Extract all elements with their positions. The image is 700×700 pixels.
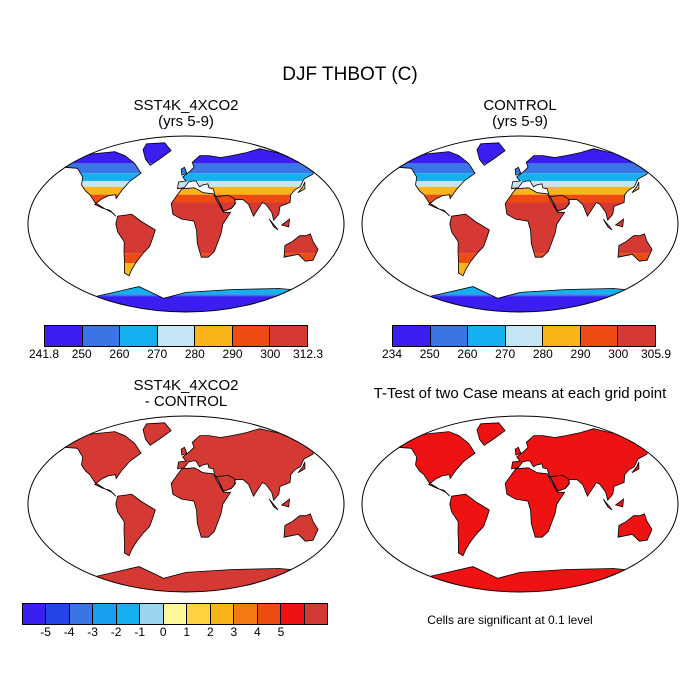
colorbar-difference — [22, 603, 328, 625]
panel2-title-line2: (yrs 5-9) — [492, 113, 548, 130]
map-land-layer — [381, 422, 659, 592]
colorbar-tick-label: 234 — [381, 347, 403, 361]
colorbar-tick-label: 312.3 — [292, 347, 324, 361]
colorbar-swatch — [234, 604, 258, 624]
colorbar-tick-label: 3 — [230, 625, 238, 639]
colorbar-tick-label: -3 — [87, 625, 98, 639]
colorbar-tick-label: 250 — [419, 347, 440, 361]
panel1-title-line1: SST4K_4XCO2 — [133, 97, 239, 114]
colorbar-tick-label: 300 — [608, 347, 629, 361]
colorbar-tick-label: 241.8 — [28, 347, 60, 361]
colorbar-control — [392, 325, 656, 347]
map-ttest — [361, 415, 679, 593]
map-outline — [361, 415, 679, 593]
map-land-layer — [47, 422, 325, 592]
panel2-title: CONTROL (yrs 5-9) — [360, 98, 680, 130]
map-outline — [27, 415, 345, 593]
map-sst4k-4xco2 — [27, 135, 345, 313]
colorbar-tick-label: 250 — [71, 347, 92, 361]
panel3-title-line2: - CONTROL — [144, 393, 228, 410]
colorbar-swatch — [304, 604, 328, 624]
colorbar-swatch — [116, 604, 141, 624]
panel3-title-line1: SST4K_4XCO2 — [133, 377, 239, 394]
colorbar-swatch — [543, 326, 581, 346]
panel1-title-line2: (yrs 5-9) — [158, 113, 214, 130]
colorbar-swatch — [505, 326, 544, 346]
colorbar-swatch — [580, 326, 619, 346]
colorbar-swatch — [82, 326, 121, 346]
panel1-title: SST4K_4XCO2 (yrs 5-9) — [26, 98, 346, 130]
colorbar-swatch — [618, 326, 656, 346]
colorbar-tick-label: -2 — [110, 625, 122, 639]
colorbar-swatch — [69, 604, 94, 624]
colorbar-swatch — [210, 604, 235, 624]
colorbar-tick-label: -5 — [40, 625, 51, 639]
colorbar-tick-label: -4 — [63, 625, 75, 639]
panel4-title: T-Test of two Case means at each grid po… — [340, 386, 700, 402]
colorbar-swatch — [120, 326, 158, 346]
colorbar-swatch — [468, 326, 506, 346]
colorbar-tick-label: 305.9 — [640, 347, 672, 361]
colorbar-swatch — [232, 326, 271, 346]
colorbar-tick-label: 4 — [254, 625, 261, 639]
panel2-title-line1: CONTROL — [483, 97, 557, 114]
significance-note: Cells are significant at 0.1 level — [427, 613, 593, 627]
colorbar-tick-label: 2 — [206, 625, 214, 639]
colorbar-sst4k — [44, 325, 308, 347]
colorbar-swatch — [393, 326, 431, 346]
colorbar-tick-label: 1 — [183, 625, 191, 639]
map-control — [361, 135, 679, 313]
colorbar-swatch — [23, 604, 47, 624]
colorbar-tick-label: 280 — [532, 347, 553, 361]
map-difference — [27, 415, 345, 593]
colorbar-swatch — [157, 326, 196, 346]
map-outline — [27, 135, 345, 313]
colorbar-swatch — [195, 326, 233, 346]
colorbar-swatch — [270, 326, 308, 346]
colorbar-tick-label: 260 — [109, 347, 130, 361]
panel4-title-line1: T-Test of two Case means at each grid po… — [373, 385, 667, 402]
colorbar-tick-label: 300 — [260, 347, 281, 361]
map-outline — [361, 135, 679, 313]
colorbar-tick-label: 290 — [570, 347, 591, 361]
colorbar-swatch — [257, 604, 282, 624]
colorbar-swatch — [45, 326, 83, 346]
colorbar-swatch — [140, 604, 164, 624]
colorbar-swatch — [281, 604, 305, 624]
colorbar-swatch — [46, 604, 70, 624]
colorbar-tick-label: 280 — [184, 347, 205, 361]
colorbar-swatch — [187, 604, 211, 624]
colorbar-tick-label: 270 — [495, 347, 516, 361]
colorbar-tick-label: -1 — [134, 625, 146, 639]
colorbar-swatch — [93, 604, 117, 624]
figure-title: DJF THBOT (C) — [282, 64, 418, 85]
colorbar-tick-label: 5 — [277, 625, 285, 639]
panel3-title: SST4K_4XCO2 - CONTROL — [26, 378, 346, 410]
colorbar-tick-label: 0 — [159, 625, 167, 639]
colorbar-swatch — [163, 604, 188, 624]
colorbar-tick-label: 260 — [457, 347, 478, 361]
colorbar-tick-label: 290 — [222, 347, 243, 361]
colorbar-tick-label: 270 — [147, 347, 168, 361]
colorbar-swatch — [430, 326, 469, 346]
